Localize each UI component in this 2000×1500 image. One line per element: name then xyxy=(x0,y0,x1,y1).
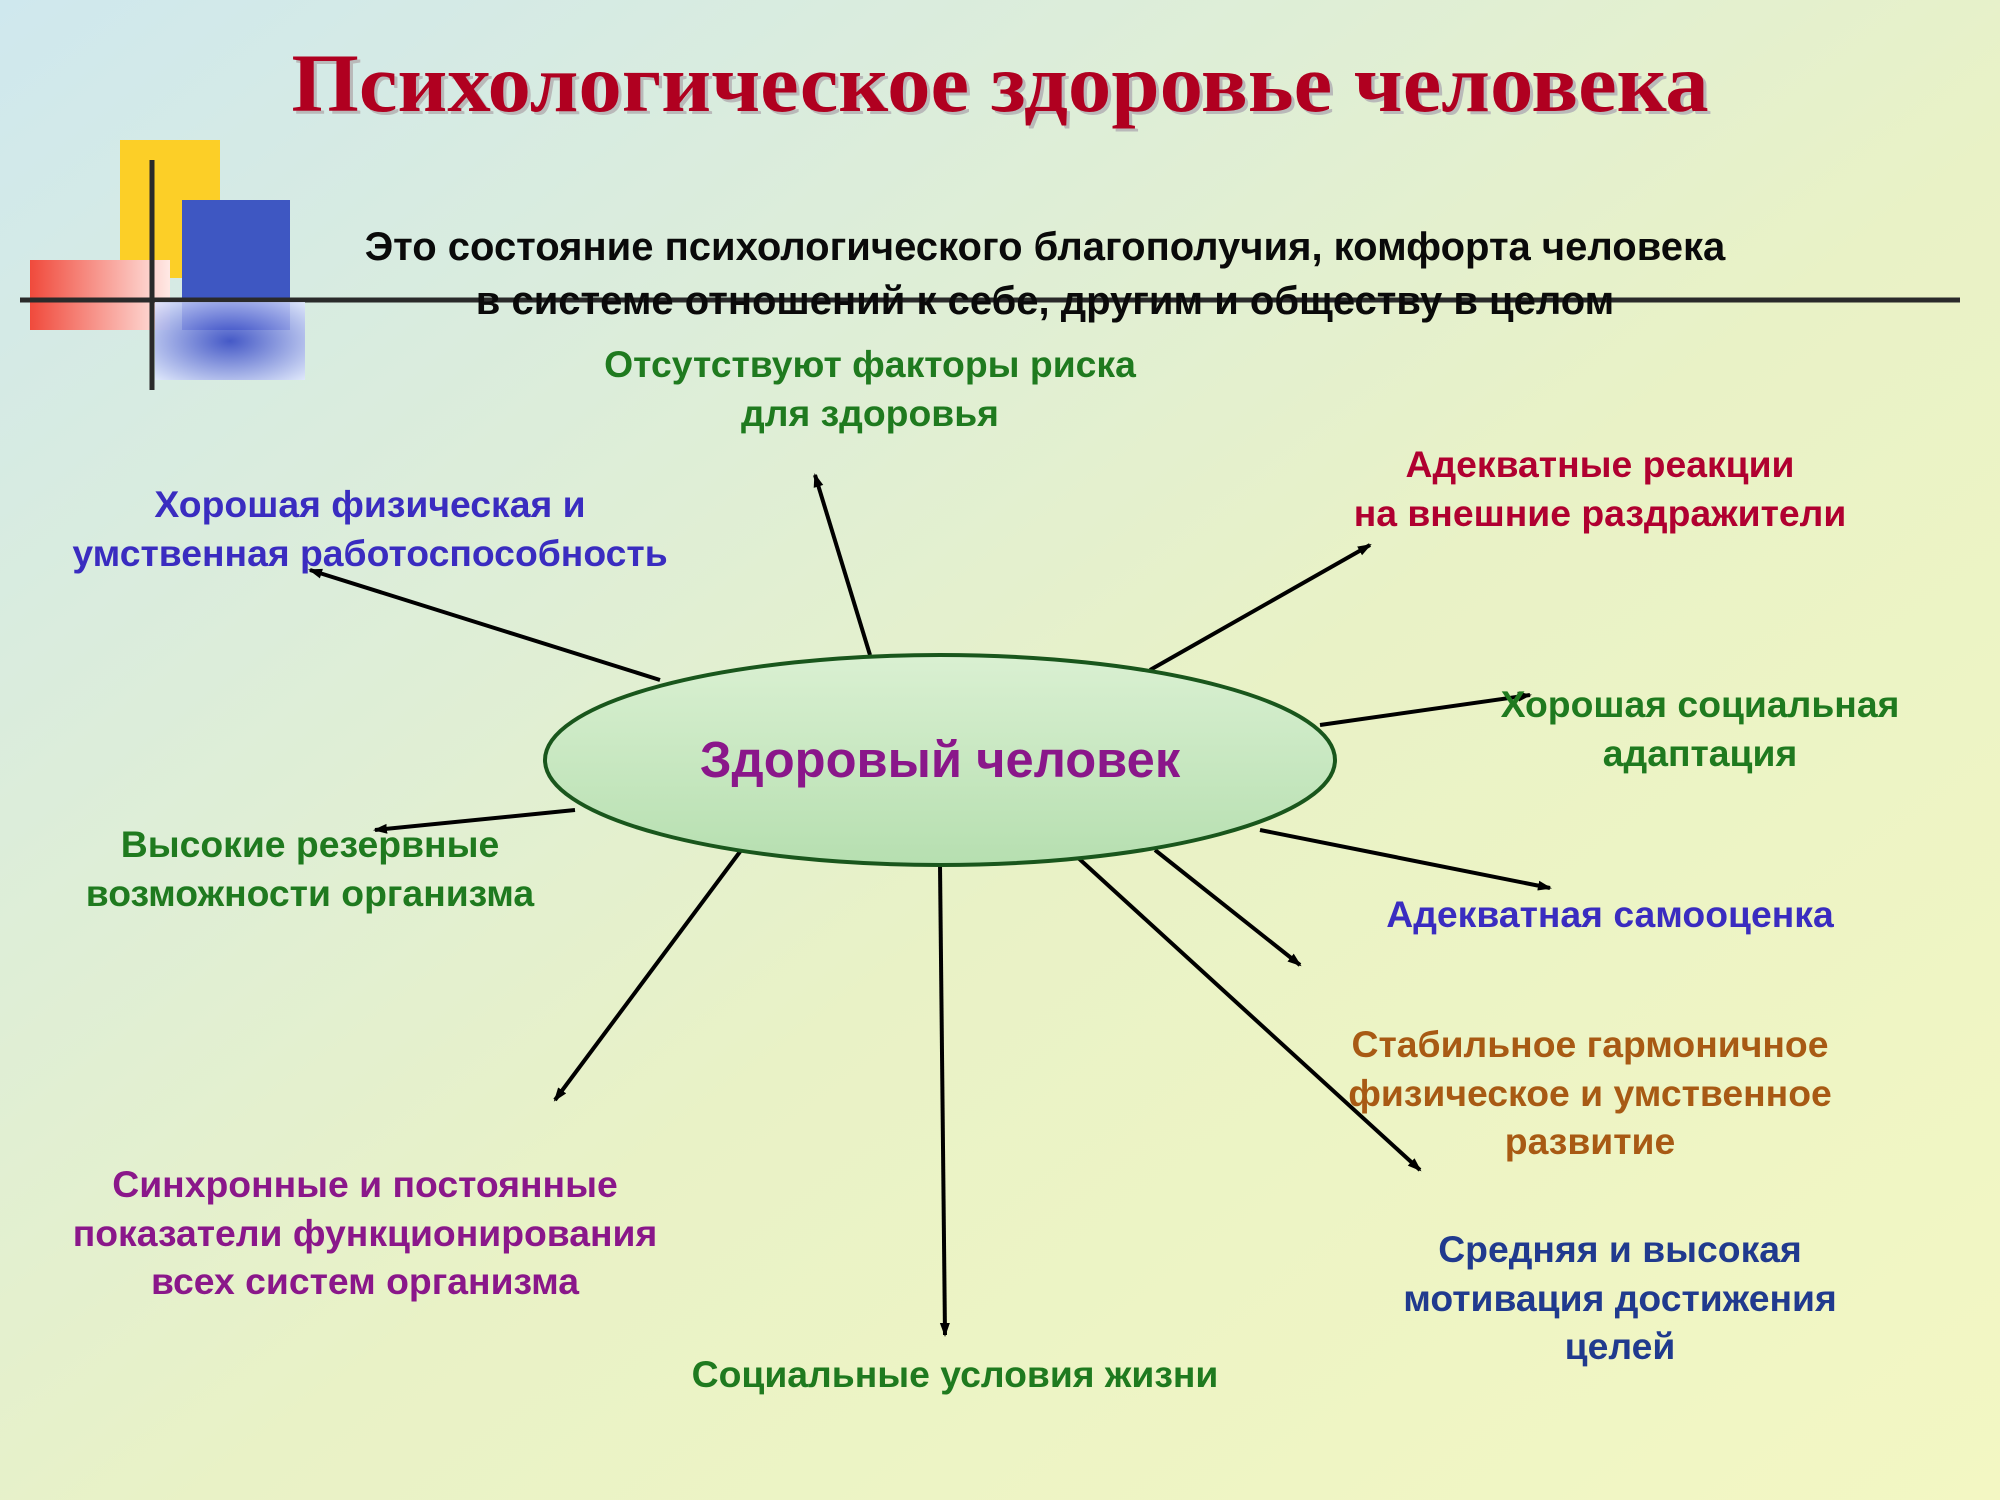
center-node-label: Здоровый человек xyxy=(545,730,1335,789)
node-adequate-reactions: Адекватные реакции на внешние раздражите… xyxy=(1250,440,1950,537)
node-no-risk: Отсутствуют факторы риска для здоровья xyxy=(590,340,1150,437)
node-social-conditions: Социальные условия жизни xyxy=(615,1350,1295,1399)
subtitle: Это состояние психологического благополу… xyxy=(225,220,1865,328)
node-reserve-capability: Высокие резервные возможности организма xyxy=(10,820,610,917)
node-social-adaptation: Хорошая социальная адаптация xyxy=(1420,680,1980,777)
node-sync-constant: Синхронные и постоянные показатели функц… xyxy=(5,1160,725,1306)
node-good-phys-mental: Хорошая физическая и умственная работосп… xyxy=(10,480,730,577)
node-self-esteem: Адекватная самооценка xyxy=(1300,890,1920,939)
page-title: Психологическое здоровье человека xyxy=(0,35,2000,131)
node-motivation: Средняя и высокая мотивация достижения ц… xyxy=(1340,1225,1900,1371)
node-stable-harmonic-dev: Стабильное гармоничное физическое и умст… xyxy=(1260,1020,1920,1166)
